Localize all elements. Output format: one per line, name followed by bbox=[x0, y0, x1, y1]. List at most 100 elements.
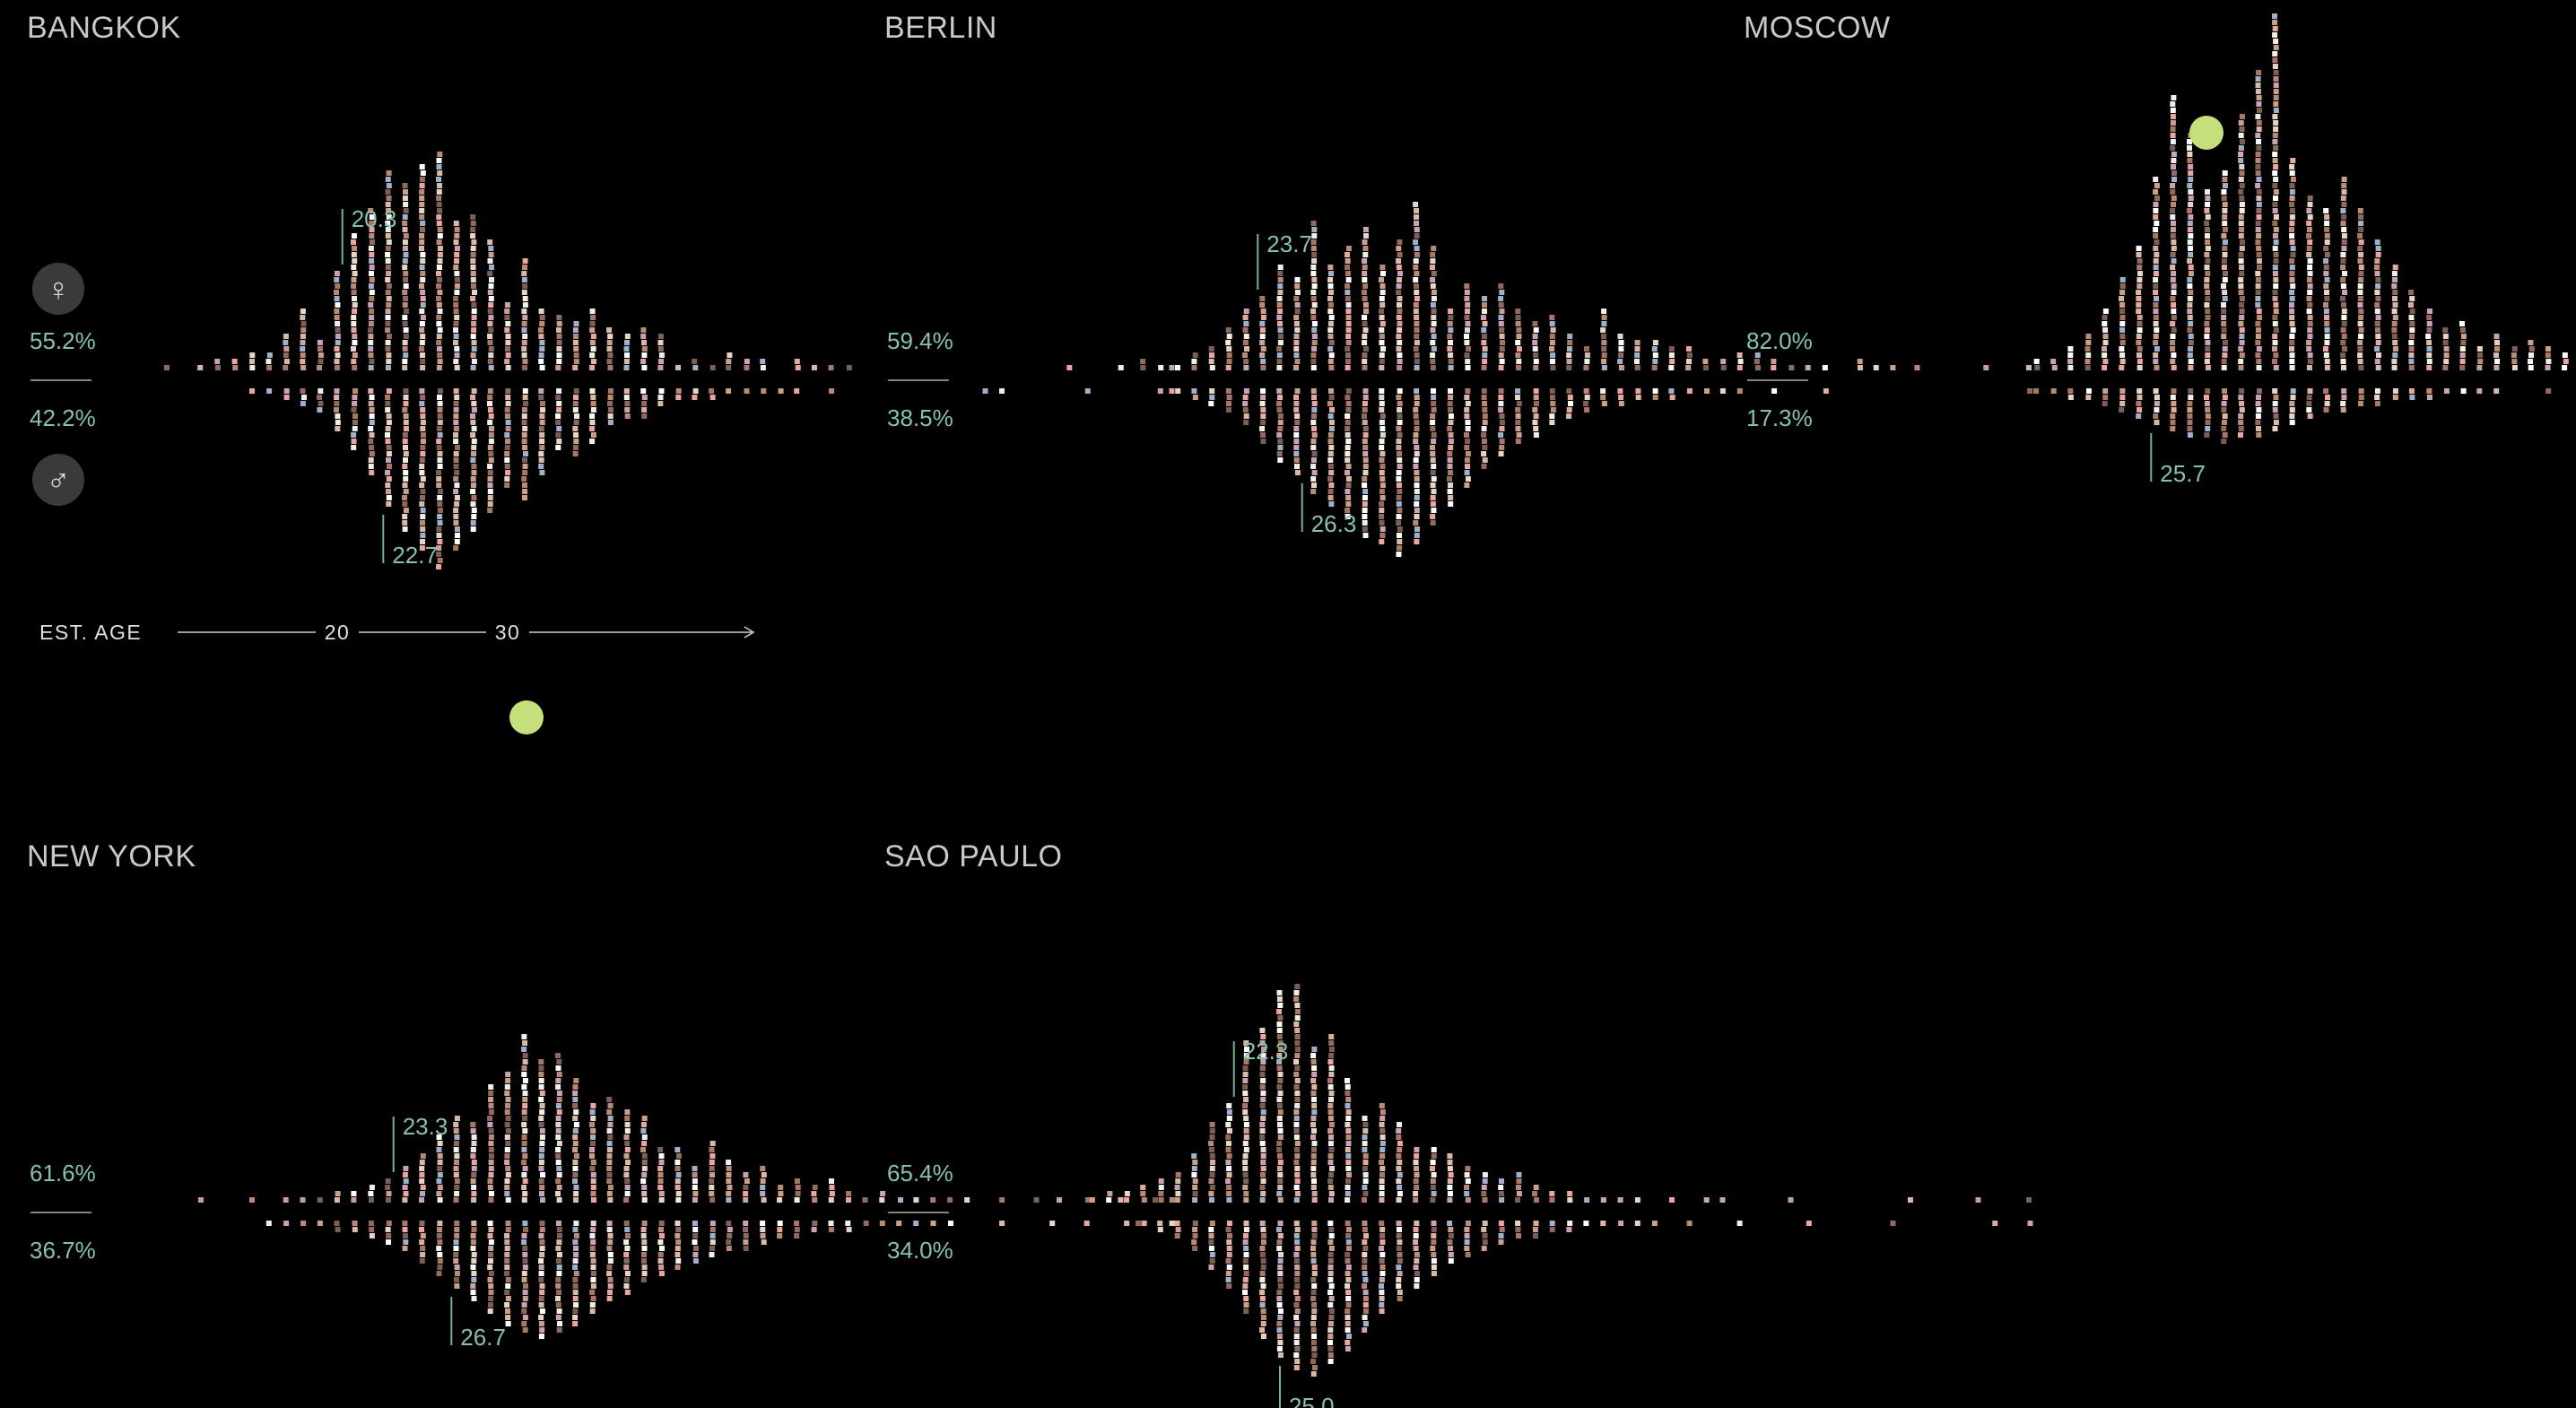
male-portrait-tile bbox=[504, 451, 510, 456]
male-portrait-tile bbox=[573, 1233, 579, 1239]
male-portrait-tile bbox=[1533, 426, 1539, 431]
male-portrait-tile bbox=[1379, 432, 1386, 438]
female-portrait-tile bbox=[1140, 1185, 1146, 1190]
female-portrait-tile bbox=[1550, 340, 1555, 345]
female-portrait-tile bbox=[1242, 1091, 1249, 1096]
female-portrait-tile bbox=[2358, 309, 2364, 314]
female-portrait-tile bbox=[2153, 233, 2159, 239]
female-portrait-tile bbox=[1260, 1047, 1266, 1052]
male-portrait-tile bbox=[487, 470, 493, 475]
male-portrait-tile bbox=[640, 388, 647, 394]
female-portrait-tile bbox=[437, 170, 443, 176]
male-portrait-tile bbox=[437, 495, 443, 500]
female-portrait-tile bbox=[829, 1178, 834, 1184]
female-portrait-tile bbox=[2324, 214, 2330, 220]
male-portrait-tile bbox=[402, 439, 408, 444]
male-portrait-tile bbox=[572, 1308, 579, 1314]
male-portrait-tile bbox=[437, 1265, 443, 1270]
female-portrait-tile bbox=[488, 1147, 494, 1152]
female-portrait-tile bbox=[2222, 221, 2228, 226]
male-portrait-tile bbox=[1396, 1265, 1402, 1270]
male-portrait-tile bbox=[1397, 401, 1403, 406]
female-portrait-tile bbox=[1413, 265, 1419, 270]
male-portrait-tile bbox=[1191, 388, 1197, 394]
male-portrait-tile bbox=[1242, 1239, 1249, 1245]
female-portrait-tile bbox=[2170, 208, 2176, 213]
female-portrait-tile bbox=[1601, 359, 1607, 364]
female-portrait-tile bbox=[1669, 1197, 1675, 1203]
male-portrait-tile bbox=[1414, 420, 1420, 425]
female-portrait-tile bbox=[1277, 1122, 1283, 1127]
female-portrait-tile bbox=[1259, 1185, 1266, 1190]
female-portrait-tile bbox=[1498, 352, 1504, 358]
female-portrait-tile bbox=[1327, 1141, 1334, 1146]
female-portrait-tile bbox=[1396, 1128, 1402, 1134]
female-portrait-tile bbox=[453, 334, 459, 339]
male-portrait-tile bbox=[521, 420, 527, 425]
male-portrait-tile bbox=[1362, 520, 1368, 526]
female-portrait-tile bbox=[1414, 359, 1420, 364]
male-portrait-tile bbox=[1413, 439, 1419, 444]
female-portrait-tile bbox=[2204, 283, 2210, 289]
male-portrait-tile bbox=[2137, 395, 2143, 400]
male-portrait-tile bbox=[505, 439, 510, 444]
female-portrait-tile bbox=[471, 1166, 477, 1171]
female-portrait-tile bbox=[1259, 1040, 1266, 1046]
female-portrait-tile bbox=[2358, 271, 2364, 276]
female-portrait-tile bbox=[470, 252, 476, 257]
male-portrait-tile bbox=[1346, 1334, 1352, 1339]
male-portrait-tile bbox=[863, 1221, 869, 1226]
male-portrait-tile bbox=[1345, 514, 1351, 519]
highlight-dot[interactable] bbox=[2189, 116, 2224, 150]
male-portrait-tile bbox=[1379, 413, 1386, 419]
female-portrait-tile bbox=[2188, 321, 2194, 326]
female-portrait-tile bbox=[1702, 365, 1709, 370]
female-portrait-tile bbox=[1975, 1197, 1981, 1203]
female-portrait-tile bbox=[454, 1153, 460, 1159]
male-portrait-tile bbox=[471, 464, 477, 469]
female-portrait-tile bbox=[2222, 208, 2228, 213]
female-portrait-tile bbox=[436, 202, 442, 207]
female-portrait-tile bbox=[386, 302, 392, 308]
male-portrait-tile bbox=[2204, 401, 2210, 406]
female-portrait-tile bbox=[369, 233, 375, 239]
male-portrait-tile bbox=[1481, 1246, 1487, 1251]
city-title: NEW YORK bbox=[27, 839, 196, 873]
female-portrait-tile bbox=[2426, 359, 2432, 364]
highlight-dot[interactable] bbox=[509, 700, 544, 734]
male-portrait-tile bbox=[1396, 520, 1402, 526]
female-portrait-tile bbox=[556, 1197, 562, 1203]
male-portrait-tile bbox=[607, 401, 613, 406]
female-portrait-tile bbox=[2188, 252, 2194, 257]
female-portrait-tile bbox=[1431, 271, 1437, 276]
male-portrait-tile bbox=[606, 1296, 613, 1301]
female-portrait-tile bbox=[1293, 1197, 1300, 1203]
male-portrait-tile bbox=[1379, 1233, 1386, 1239]
male-portrait-tile bbox=[1396, 1277, 1402, 1282]
male-portrait-tile bbox=[1498, 451, 1504, 456]
male-portrait-tile bbox=[607, 1277, 614, 1282]
male-portrait-tile bbox=[624, 1233, 631, 1239]
female-portrait-tile bbox=[1567, 340, 1573, 345]
female-portrait-tile bbox=[2272, 26, 2278, 31]
male-portrait-tile bbox=[470, 501, 476, 507]
female-portrait-tile bbox=[1379, 265, 1386, 270]
panel-berlin: BERLIN 23.726.3 59.4% 38.5% bbox=[884, 11, 2033, 557]
male-portrait-tile bbox=[589, 439, 596, 444]
male-portrait-tile bbox=[369, 470, 375, 475]
female-portrait-tile bbox=[1226, 1109, 1232, 1115]
female-portrait-tile bbox=[1242, 1166, 1249, 1171]
female-portrait-tile bbox=[1379, 290, 1386, 295]
male-portrait-tile bbox=[624, 407, 631, 413]
female-portrait-tile bbox=[1617, 334, 1623, 339]
female-portrait-tile bbox=[2511, 365, 2518, 370]
male-portrait-tile bbox=[1277, 445, 1284, 450]
male-portrait-tile bbox=[2358, 395, 2364, 400]
male-portrait-tile bbox=[726, 388, 732, 394]
male-portrait-tile bbox=[1482, 1233, 1488, 1239]
female-portrait-tile bbox=[744, 1178, 750, 1184]
female-portrait-tile bbox=[419, 189, 425, 195]
female-portrait-tile bbox=[420, 170, 426, 176]
male-portrait-tile bbox=[1362, 388, 1369, 394]
female-portrait-tile bbox=[1277, 1072, 1284, 1077]
